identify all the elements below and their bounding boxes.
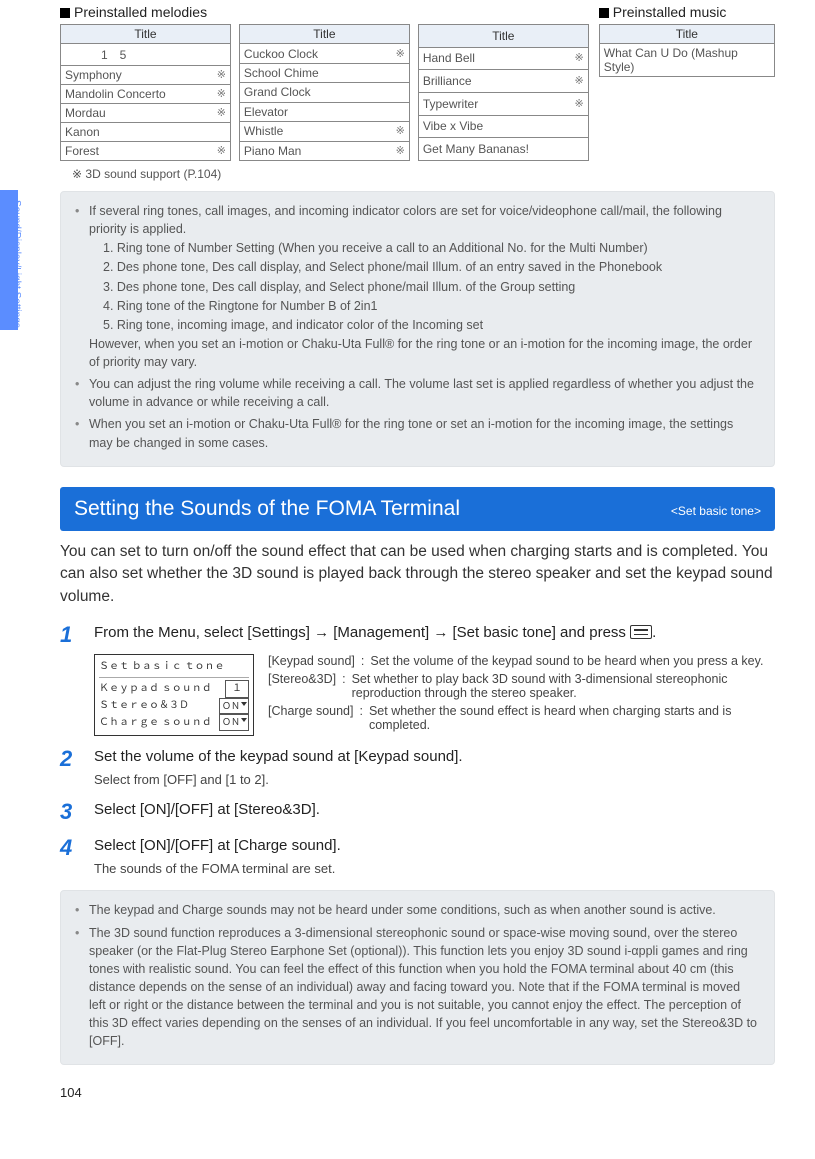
ast: ※ [571, 74, 584, 87]
note-text: 5. Ring tone, incoming image, and indica… [103, 316, 760, 334]
step-text: Select [ON]/[OFF] at [Stereo&3D]. [94, 799, 775, 820]
note-text: 1. Ring tone of Number Setting (When you… [103, 239, 760, 257]
music-table: Title What Can U Do (Mashup Style) [599, 24, 775, 77]
step-number: 3 [60, 799, 84, 825]
table-header: Title [418, 25, 588, 48]
note-text: You can adjust the ring volume while rec… [75, 375, 760, 411]
note-text: 4. Ring tone of the Ringtone for Number … [103, 297, 760, 315]
section-heading-title: Setting the Sounds of the FOMA Terminal [74, 497, 460, 521]
settings-definitions: [Keypad sound]: Set the volume of the key… [268, 654, 775, 736]
page-number: 104 [60, 1085, 775, 1100]
def-colon: : [342, 672, 345, 700]
ui-label: Ｃｈａｒｇｅ ｓｏｕｎｄ [99, 715, 212, 731]
melodies-heading-text: Preinstalled melodies [74, 4, 207, 20]
cell: Kanon [65, 125, 100, 139]
ast: ※ [392, 144, 405, 157]
section-label: Sound/Display/Light Settings [11, 200, 22, 328]
melodies-heading: Preinstalled melodies [60, 4, 589, 20]
ast: ※ [213, 68, 226, 81]
cell: Piano Man [244, 144, 301, 158]
melodies-table-3: Title Hand Bell ※ Brilliance ※ Typewriter ※… [418, 24, 589, 161]
cell: Grand Clock [244, 85, 311, 99]
cell: Whistle [244, 124, 283, 138]
cell: Mordau [65, 106, 106, 120]
note-text: 3. Des phone tone, Des call display, and… [103, 278, 760, 296]
ast: ※ [571, 51, 584, 64]
asterisk-note: ※ 3D sound support (P.104) [72, 167, 775, 181]
priority-notes-box: If several ring tones, call images, and … [60, 191, 775, 467]
cell: Forest [65, 144, 99, 158]
ast: ※ [392, 47, 405, 60]
step-text: Select [ON]/[OFF] at [Charge sound]. [94, 835, 775, 856]
section-heading-sub: <Set basic tone> [671, 504, 761, 518]
def-val: Set whether the sound effect is heard wh… [369, 704, 775, 732]
section-heading-bar: Setting the Sounds of the FOMA Terminal … [60, 487, 775, 531]
table-header: Title [599, 25, 774, 44]
music-heading: Preinstalled music [599, 4, 775, 20]
menu-icon [630, 625, 652, 639]
ast [126, 50, 130, 62]
cell: Vibe x Vibe [423, 119, 483, 133]
melodies-table-1: Title 1 5 Symphony ※ Mandolin Concerto ※ M… [60, 24, 231, 161]
cell: School Chime [244, 66, 319, 80]
cell: Typewriter [423, 97, 478, 111]
ui-label: Ｋｅｙｐａｄ ｓｏｕｎｄ [99, 681, 212, 697]
step-number: 4 [60, 835, 84, 861]
note-text: However, when you set an i-motion or Cha… [89, 337, 752, 369]
def-val: Set the volume of the keypad sound to be… [370, 654, 763, 668]
cell: 1 5 [65, 48, 126, 62]
cell: Cuckoo Clock [244, 47, 318, 61]
melodies-table-2: Title Cuckoo Clock ※ School Chime Grand C… [239, 24, 410, 161]
def-val: Set whether to play back 3D sound with 3… [352, 672, 775, 700]
table-header: Title [239, 25, 409, 44]
step-subtext: Select from [OFF] and [1 to 2]. [94, 771, 775, 789]
note-text: 2. Des phone tone, Des call display, and… [103, 258, 760, 276]
cell: What Can U Do (Mashup Style) [599, 44, 774, 77]
note-text: The 3D sound function reproduces a 3-dim… [75, 924, 760, 1051]
note-text: When you set an i-motion or Chaku-Uta Fu… [75, 415, 760, 451]
ui-label: Ｓｔｅｒｅｏ＆３Ｄ [99, 698, 189, 714]
step-text-part: . [652, 624, 656, 641]
intro-text: You can set to turn on/off the sound eff… [60, 541, 775, 608]
ast: ※ [392, 124, 405, 137]
ui-dropdown: ＯＮ [219, 714, 249, 730]
music-heading-text: Preinstalled music [613, 4, 727, 20]
def-key: [Stereo&3D] [268, 672, 336, 700]
cell: Symphony [65, 68, 122, 82]
note-text: If several ring tones, call images, and … [89, 204, 722, 236]
ui-dropdown: ＯＮ [219, 698, 249, 714]
cell: Elevator [244, 105, 288, 119]
step-text: Set the volume of the keypad sound at [K… [94, 746, 775, 767]
ast: ※ [213, 106, 226, 119]
step-subtext: The sounds of the FOMA terminal are set. [94, 860, 775, 878]
def-colon: : [361, 654, 364, 668]
note-text: The keypad and Charge sounds may not be … [75, 901, 760, 919]
cell: Get Many Bananas! [423, 142, 529, 156]
bottom-notes-box: The keypad and Charge sounds may not be … [60, 890, 775, 1065]
step-number: 2 [60, 746, 84, 772]
ast: ※ [213, 144, 226, 157]
def-key: [Keypad sound] [268, 654, 355, 668]
step-text: From the Menu, select [Settings] → [Mana… [94, 622, 775, 643]
def-key: [Charge sound] [268, 704, 353, 732]
ast: ※ [571, 97, 584, 110]
cell: Mandolin Concerto [65, 87, 166, 101]
table-header: Title [61, 25, 231, 44]
step-number: 1 [60, 622, 84, 648]
def-colon: : [359, 704, 362, 732]
ui-value: １ [225, 680, 249, 698]
ui-header: Ｓｅｔ ｂａｓｉｃ ｔｏｎｅ [99, 659, 249, 678]
settings-preview-ui: Ｓｅｔ ｂａｓｉｃ ｔｏｎｅ Ｋｅｙｐａｄ ｓｏｕｎｄ １ Ｓｔｅｒｅｏ＆３Ｄ ＯＮ… [94, 654, 254, 736]
cell: Brilliance [423, 74, 472, 88]
cell: Hand Bell [423, 51, 475, 65]
step-text-part: From the Menu, select [Settings] → [Mana… [94, 624, 630, 641]
ast: ※ [213, 87, 226, 100]
